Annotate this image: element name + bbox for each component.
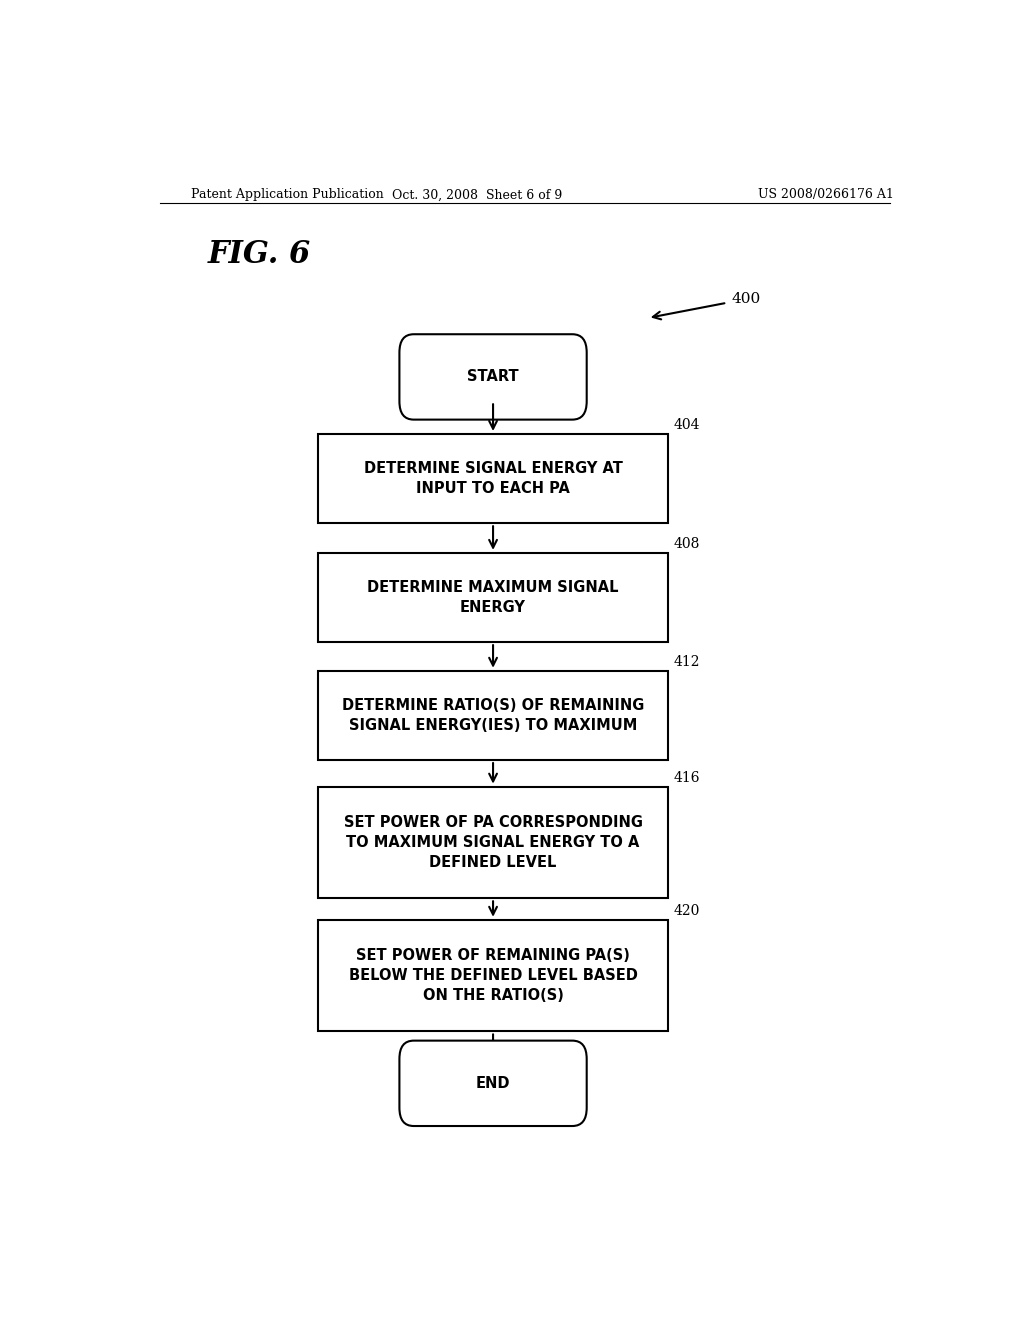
Bar [318,671,668,760]
Text: US 2008/0266176 A1: US 2008/0266176 A1 [759,189,894,202]
Text: DETERMINE SIGNAL ENERGY AT
INPUT TO EACH PA: DETERMINE SIGNAL ENERGY AT INPUT TO EACH… [364,461,623,496]
Text: START: START [467,370,519,384]
Text: SET POWER OF PA CORRESPONDING
TO MAXIMUM SIGNAL ENERGY TO A
DEFINED LEVEL: SET POWER OF PA CORRESPONDING TO MAXIMUM… [344,816,642,870]
Bar [318,787,668,899]
Bar [318,434,668,523]
Text: 420: 420 [674,904,700,917]
Text: 416: 416 [674,771,700,784]
Text: 408: 408 [674,537,700,550]
Text: FIG. 6: FIG. 6 [207,239,310,271]
Bar [318,553,668,643]
Bar [318,920,668,1031]
Text: 400: 400 [731,292,761,306]
Text: Patent Application Publication: Patent Application Publication [191,189,384,202]
Text: END: END [476,1076,510,1090]
Text: DETERMINE MAXIMUM SIGNAL
ENERGY: DETERMINE MAXIMUM SIGNAL ENERGY [368,579,618,615]
FancyBboxPatch shape [399,334,587,420]
Text: SET POWER OF REMAINING PA(S)
BELOW THE DEFINED LEVEL BASED
ON THE RATIO(S): SET POWER OF REMAINING PA(S) BELOW THE D… [348,948,638,1003]
Text: 412: 412 [674,655,700,669]
Text: Oct. 30, 2008  Sheet 6 of 9: Oct. 30, 2008 Sheet 6 of 9 [392,189,562,202]
FancyBboxPatch shape [399,1040,587,1126]
Text: 404: 404 [674,418,700,432]
Text: DETERMINE RATIO(S) OF REMAINING
SIGNAL ENERGY(IES) TO MAXIMUM: DETERMINE RATIO(S) OF REMAINING SIGNAL E… [342,698,644,733]
